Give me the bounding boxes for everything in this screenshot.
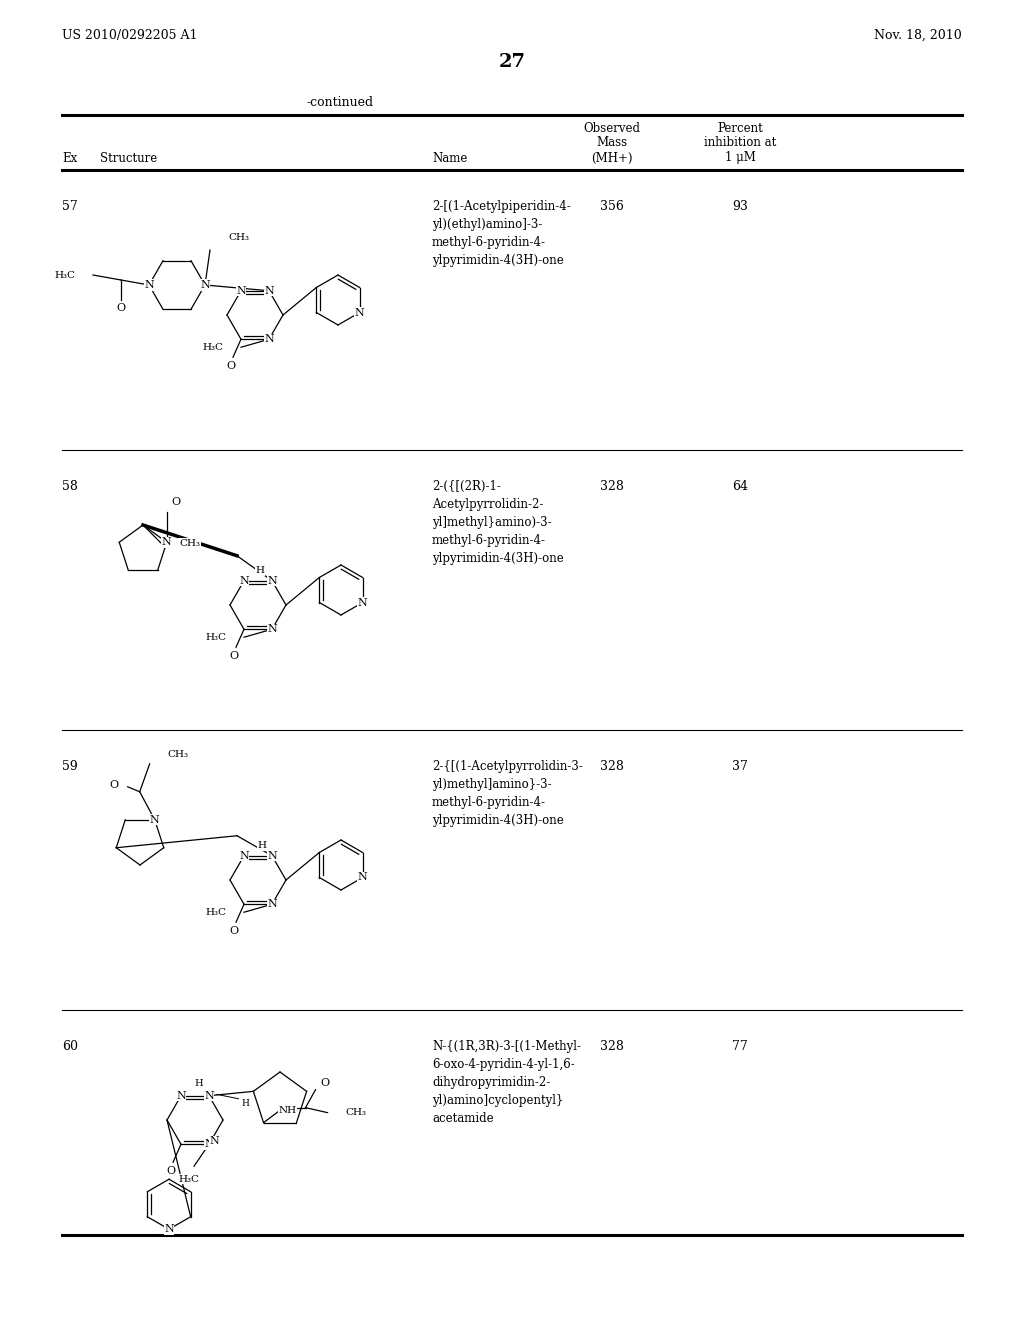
Text: 2-{[(1-Acetylpyrrolidin-3-
yl)methyl]amino}-3-
methyl-6-pyridin-4-
ylpyrimidin-4: 2-{[(1-Acetylpyrrolidin-3- yl)methyl]ami… xyxy=(432,760,583,828)
Text: 27: 27 xyxy=(499,53,525,71)
Text: N: N xyxy=(162,537,172,548)
Text: CH₃: CH₃ xyxy=(168,750,188,759)
Text: N-{(1R,3R)-3-[(1-Methyl-
6-oxo-4-pyridin-4-yl-1,6-
dihydropyrimidin-2-
yl)amino]: N-{(1R,3R)-3-[(1-Methyl- 6-oxo-4-pyridin… xyxy=(432,1040,581,1125)
Text: CH₃: CH₃ xyxy=(345,1109,367,1117)
Text: N: N xyxy=(357,598,368,607)
Text: 2-({[(2R)-1-
Acetylpyrrolidin-2-
yl]methyl}amino)-3-
methyl-6-pyridin-4-
ylpyrim: 2-({[(2R)-1- Acetylpyrrolidin-2- yl]meth… xyxy=(432,480,564,565)
Text: 1 μM: 1 μM xyxy=(725,152,756,165)
Text: N: N xyxy=(164,1224,174,1234)
Text: Mass: Mass xyxy=(596,136,628,149)
Text: 59: 59 xyxy=(62,760,78,774)
Text: H₃C: H₃C xyxy=(54,271,75,280)
Text: O: O xyxy=(321,1077,330,1088)
Text: N: N xyxy=(264,334,273,345)
Text: H₃C: H₃C xyxy=(205,908,226,917)
Text: 64: 64 xyxy=(732,480,748,492)
Text: 37: 37 xyxy=(732,760,748,774)
Text: N: N xyxy=(240,576,249,586)
Text: Name: Name xyxy=(432,152,467,165)
Text: -continued: -continued xyxy=(306,95,374,108)
Text: 93: 93 xyxy=(732,201,748,213)
Text: H: H xyxy=(256,566,264,576)
Text: NH: NH xyxy=(279,1106,297,1115)
Text: N: N xyxy=(176,1090,186,1101)
Text: 77: 77 xyxy=(732,1040,748,1053)
Text: 58: 58 xyxy=(62,480,78,492)
Text: Structure: Structure xyxy=(100,152,158,165)
Text: N: N xyxy=(357,873,368,883)
Text: N: N xyxy=(237,285,246,296)
Text: Observed: Observed xyxy=(584,121,640,135)
Text: H₃C: H₃C xyxy=(202,343,223,351)
Text: 2-[(1-Acetylpiperidin-4-
yl)(ethyl)amino]-3-
methyl-6-pyridin-4-
ylpyrimidin-4(3: 2-[(1-Acetylpiperidin-4- yl)(ethyl)amino… xyxy=(432,201,570,267)
Text: inhibition at: inhibition at xyxy=(703,136,776,149)
Text: 328: 328 xyxy=(600,1040,624,1053)
Text: Percent: Percent xyxy=(717,121,763,135)
Text: H: H xyxy=(257,841,266,850)
Text: N: N xyxy=(209,1137,219,1146)
Text: O: O xyxy=(110,780,119,789)
Text: 356: 356 xyxy=(600,201,624,213)
Text: Nov. 18, 2010: Nov. 18, 2010 xyxy=(874,29,962,41)
Text: 328: 328 xyxy=(600,760,624,774)
Text: O: O xyxy=(167,1167,175,1176)
Text: N: N xyxy=(267,899,276,909)
Text: H₃C: H₃C xyxy=(205,632,226,642)
Text: H: H xyxy=(195,1080,204,1088)
Text: N: N xyxy=(204,1090,214,1101)
Text: US 2010/0292205 A1: US 2010/0292205 A1 xyxy=(62,29,198,41)
Text: N: N xyxy=(200,280,210,290)
Text: CH₃: CH₃ xyxy=(179,539,200,548)
Text: O: O xyxy=(172,498,181,507)
Text: 328: 328 xyxy=(600,480,624,492)
Text: N: N xyxy=(204,1139,214,1150)
Text: 60: 60 xyxy=(62,1040,78,1053)
Text: H₃C: H₃C xyxy=(178,1175,200,1184)
Text: N: N xyxy=(267,851,276,861)
Text: H: H xyxy=(242,1098,249,1107)
Text: Ex: Ex xyxy=(62,152,77,165)
Text: 57: 57 xyxy=(62,201,78,213)
Text: CH₃: CH₃ xyxy=(228,234,249,242)
Text: (MH+): (MH+) xyxy=(591,152,633,165)
Text: N: N xyxy=(150,814,160,825)
Text: O: O xyxy=(226,362,236,371)
Text: N: N xyxy=(144,280,154,290)
Text: N: N xyxy=(264,285,273,296)
Text: N: N xyxy=(267,576,276,586)
Text: N: N xyxy=(267,624,276,634)
Text: O: O xyxy=(229,651,239,661)
Text: O: O xyxy=(229,927,239,936)
Text: N: N xyxy=(240,851,249,861)
Text: N: N xyxy=(354,308,365,318)
Text: O: O xyxy=(117,304,126,313)
